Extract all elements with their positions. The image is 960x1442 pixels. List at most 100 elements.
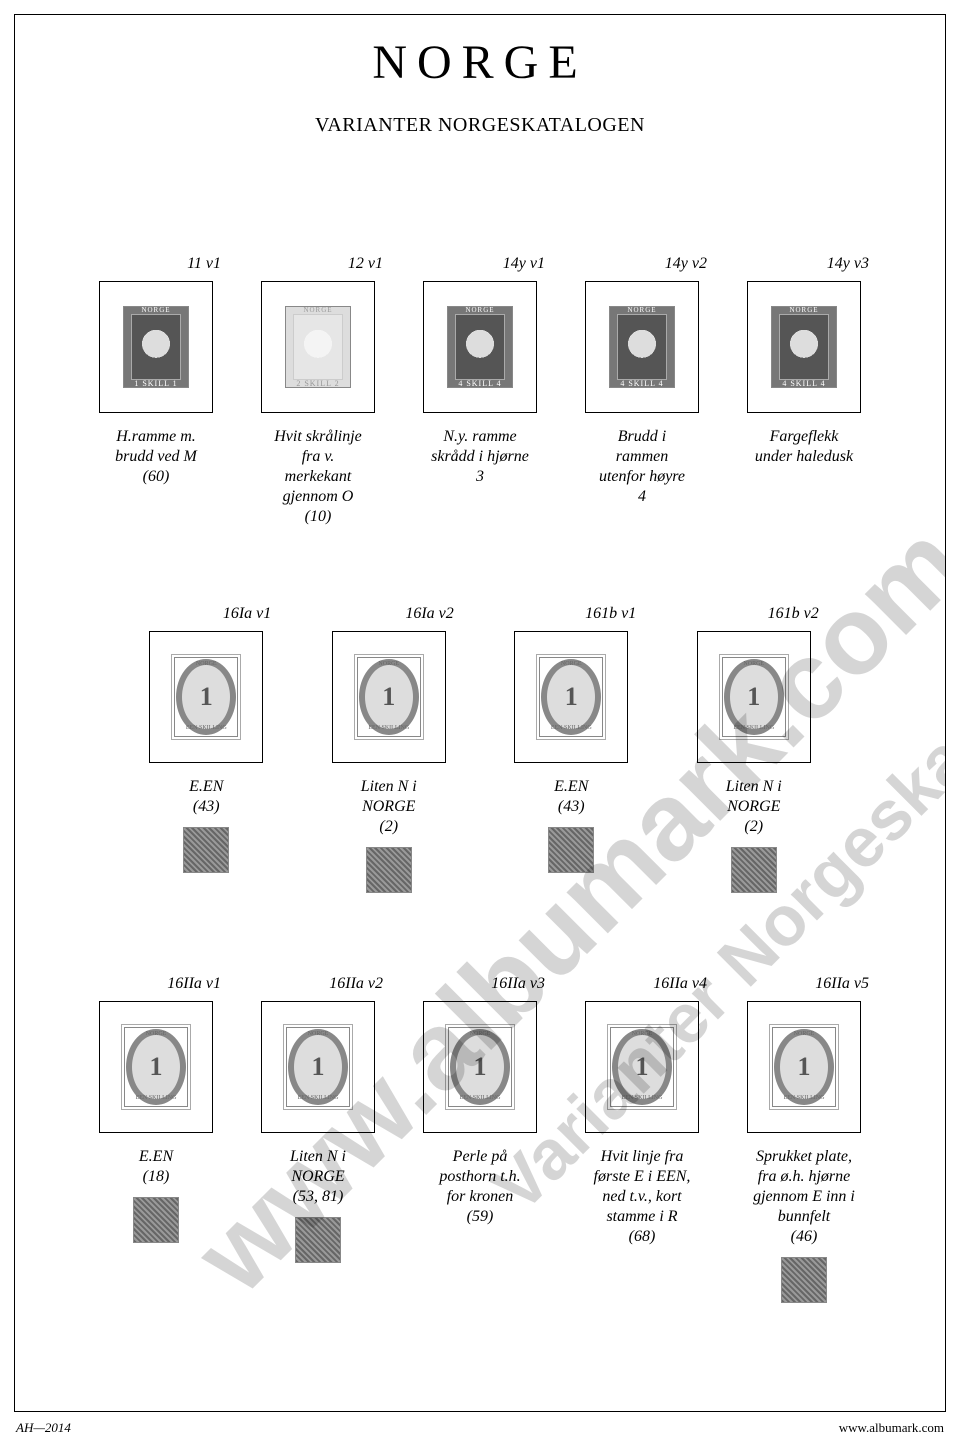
stamp-code: 14y v2 bbox=[567, 255, 717, 273]
stamp-desc: Liten N i NORGE (53, 81) bbox=[243, 1147, 393, 1207]
stamp-code: 16Ia v1 bbox=[131, 605, 281, 623]
stamp-item: 161b v2 NORGE EEN SKILLING Liten N i NOR… bbox=[679, 605, 829, 893]
stamp-top-label: NORGE bbox=[132, 1031, 180, 1037]
page-frame: NORGE VARIANTER NORGESKATALOGEN 11 v1 NO… bbox=[14, 14, 946, 1412]
stamp-desc: Hvit linje fra første E i EEN, ned t.v.,… bbox=[567, 1147, 717, 1247]
stamp-top-label: NORGE bbox=[607, 306, 677, 314]
stamp-item: 161b v1 NORGE EEN SKILLING E.EN (43) bbox=[496, 605, 646, 893]
detail-thumb-icon bbox=[183, 827, 229, 873]
stamp-item: 14y v3 NORGE 4 SKILL 4 Fargeflekk under … bbox=[729, 255, 879, 527]
stamp-denom-label: 4 SKILL 4 bbox=[769, 379, 839, 388]
stamp-code: 161b v2 bbox=[679, 605, 829, 623]
stamp-icon: NORGE EEN SKILLING bbox=[769, 1024, 839, 1110]
stamp-item: 16IIa v3 NORGE EEN SKILLING Perle på pos… bbox=[405, 975, 555, 1303]
stamp-row: 16Ia v1 NORGE EEN SKILLING E.EN (43) 16I… bbox=[15, 605, 945, 893]
stamp-item: 16IIa v4 NORGE EEN SKILLING Hvit linje f… bbox=[567, 975, 717, 1303]
stamp-desc: E.EN (43) bbox=[496, 777, 646, 817]
stamp-code: 16IIa v3 bbox=[405, 975, 555, 993]
footer-left: AH—2014 bbox=[16, 1420, 71, 1436]
stamp-top-label: NORGE bbox=[365, 661, 413, 667]
stamp-ring-label: EEN SKILLING bbox=[132, 1095, 180, 1101]
stamp-code: 16IIa v1 bbox=[81, 975, 231, 993]
stamp-icon: NORGE EEN SKILLING bbox=[536, 654, 606, 740]
stamp-desc: Brudd i rammen utenfor høyre 4 bbox=[567, 427, 717, 507]
detail-thumb-icon bbox=[781, 1257, 827, 1303]
stamp-icon: NORGE EEN SKILLING bbox=[121, 1024, 191, 1110]
page-subtitle: VARIANTER NORGESKATALOGEN bbox=[15, 114, 945, 137]
stamp-ring-label: EEN SKILLING bbox=[294, 1095, 342, 1101]
stamp-top-label: NORGE bbox=[182, 661, 230, 667]
page-title: NORGE bbox=[15, 35, 945, 90]
footer-right: www.albumark.com bbox=[839, 1420, 944, 1436]
stamp-frame: NORGE EEN SKILLING bbox=[423, 1001, 537, 1133]
stamp-code: 16Ia v2 bbox=[314, 605, 464, 623]
stamp-denom-label: 4 SKILL 4 bbox=[445, 379, 515, 388]
stamp-desc: Liten N i NORGE (2) bbox=[679, 777, 829, 837]
stamp-frame: NORGE EEN SKILLING bbox=[149, 631, 263, 763]
stamp-icon: NORGE 4 SKILL 4 bbox=[769, 304, 839, 390]
stamp-frame: NORGE EEN SKILLING bbox=[261, 1001, 375, 1133]
stamp-desc: H.ramme m. brudd ved M (60) bbox=[81, 427, 231, 487]
stamp-desc: E.EN (18) bbox=[81, 1147, 231, 1187]
stamp-item: 16IIa v5 NORGE EEN SKILLING Sprukket pla… bbox=[729, 975, 879, 1303]
stamp-frame: NORGE 4 SKILL 4 bbox=[747, 281, 861, 413]
stamp-code: 16IIa v4 bbox=[567, 975, 717, 993]
stamp-frame: NORGE 4 SKILL 4 bbox=[423, 281, 537, 413]
stamp-desc: E.EN (43) bbox=[131, 777, 281, 817]
detail-thumb-icon bbox=[366, 847, 412, 893]
stamp-code: 161b v1 bbox=[496, 605, 646, 623]
stamp-desc: Sprukket plate, fra ø.h. hjørne gjennom … bbox=[729, 1147, 879, 1247]
stamp-frame: NORGE EEN SKILLING bbox=[697, 631, 811, 763]
stamp-icon: NORGE 1 SKILL 1 bbox=[121, 304, 191, 390]
stamp-top-label: NORGE bbox=[121, 306, 191, 314]
stamp-code: 11 v1 bbox=[81, 255, 231, 273]
stamp-top-label: NORGE bbox=[283, 306, 353, 314]
stamp-item: 11 v1 NORGE 1 SKILL 1 H.ramme m. brudd v… bbox=[81, 255, 231, 527]
stamp-denom-label: 2 SKILL 2 bbox=[283, 379, 353, 388]
stamp-frame: NORGE EEN SKILLING bbox=[332, 631, 446, 763]
stamp-ring-label: EEN SKILLING bbox=[547, 725, 595, 731]
stamp-frame: NORGE 1 SKILL 1 bbox=[99, 281, 213, 413]
stamp-top-label: NORGE bbox=[294, 1031, 342, 1037]
stamp-icon: NORGE EEN SKILLING bbox=[171, 654, 241, 740]
stamp-icon: NORGE EEN SKILLING bbox=[445, 1024, 515, 1110]
stamp-code: 14y v1 bbox=[405, 255, 555, 273]
stamp-item: 14y v2 NORGE 4 SKILL 4 Brudd i rammen ut… bbox=[567, 255, 717, 527]
stamp-ring-label: EEN SKILLING bbox=[182, 725, 230, 731]
stamp-icon: NORGE 2 SKILL 2 bbox=[283, 304, 353, 390]
detail-thumb-icon bbox=[133, 1197, 179, 1243]
stamp-top-label: NORGE bbox=[445, 306, 515, 314]
stamp-icon: NORGE EEN SKILLING bbox=[607, 1024, 677, 1110]
stamp-denom-label: 4 SKILL 4 bbox=[607, 379, 677, 388]
stamp-desc: Perle på posthorn t.h. for kronen (59) bbox=[405, 1147, 555, 1227]
stamp-top-label: NORGE bbox=[730, 661, 778, 667]
stamp-code: 14y v3 bbox=[729, 255, 879, 273]
stamp-icon: NORGE 4 SKILL 4 bbox=[445, 304, 515, 390]
stamp-top-label: NORGE bbox=[456, 1031, 504, 1037]
stamp-icon: NORGE EEN SKILLING bbox=[719, 654, 789, 740]
stamp-item: 16Ia v2 NORGE EEN SKILLING Liten N i NOR… bbox=[314, 605, 464, 893]
stamp-frame: NORGE EEN SKILLING bbox=[99, 1001, 213, 1133]
stamp-item: 16IIa v1 NORGE EEN SKILLING E.EN (18) bbox=[81, 975, 231, 1303]
stamp-frame: NORGE 4 SKILL 4 bbox=[585, 281, 699, 413]
stamp-code: 16IIa v5 bbox=[729, 975, 879, 993]
stamp-item: 16Ia v1 NORGE EEN SKILLING E.EN (43) bbox=[131, 605, 281, 893]
stamp-code: 16IIa v2 bbox=[243, 975, 393, 993]
stamp-desc: Liten N i NORGE (2) bbox=[314, 777, 464, 837]
stamp-row: 11 v1 NORGE 1 SKILL 1 H.ramme m. brudd v… bbox=[15, 255, 945, 527]
stamp-icon: NORGE 4 SKILL 4 bbox=[607, 304, 677, 390]
stamp-ring-label: EEN SKILLING bbox=[730, 725, 778, 731]
stamp-item: 12 v1 NORGE 2 SKILL 2 Hvit skrålinje fra… bbox=[243, 255, 393, 527]
stamp-icon: NORGE EEN SKILLING bbox=[283, 1024, 353, 1110]
stamp-top-label: NORGE bbox=[780, 1031, 828, 1037]
stamp-ring-label: EEN SKILLING bbox=[618, 1095, 666, 1101]
stamp-ring-label: EEN SKILLING bbox=[365, 725, 413, 731]
stamp-row: 16IIa v1 NORGE EEN SKILLING E.EN (18) 16… bbox=[15, 975, 945, 1303]
stamp-desc: Hvit skrålinje fra v. merkekant gjennom … bbox=[243, 427, 393, 527]
stamp-top-label: NORGE bbox=[769, 306, 839, 314]
detail-thumb-icon bbox=[731, 847, 777, 893]
detail-thumb-icon bbox=[295, 1217, 341, 1263]
stamp-code: 12 v1 bbox=[243, 255, 393, 273]
stamp-desc: N.y. ramme skrådd i hjørne 3 bbox=[405, 427, 555, 487]
stamp-item: 14y v1 NORGE 4 SKILL 4 N.y. ramme skrådd… bbox=[405, 255, 555, 527]
